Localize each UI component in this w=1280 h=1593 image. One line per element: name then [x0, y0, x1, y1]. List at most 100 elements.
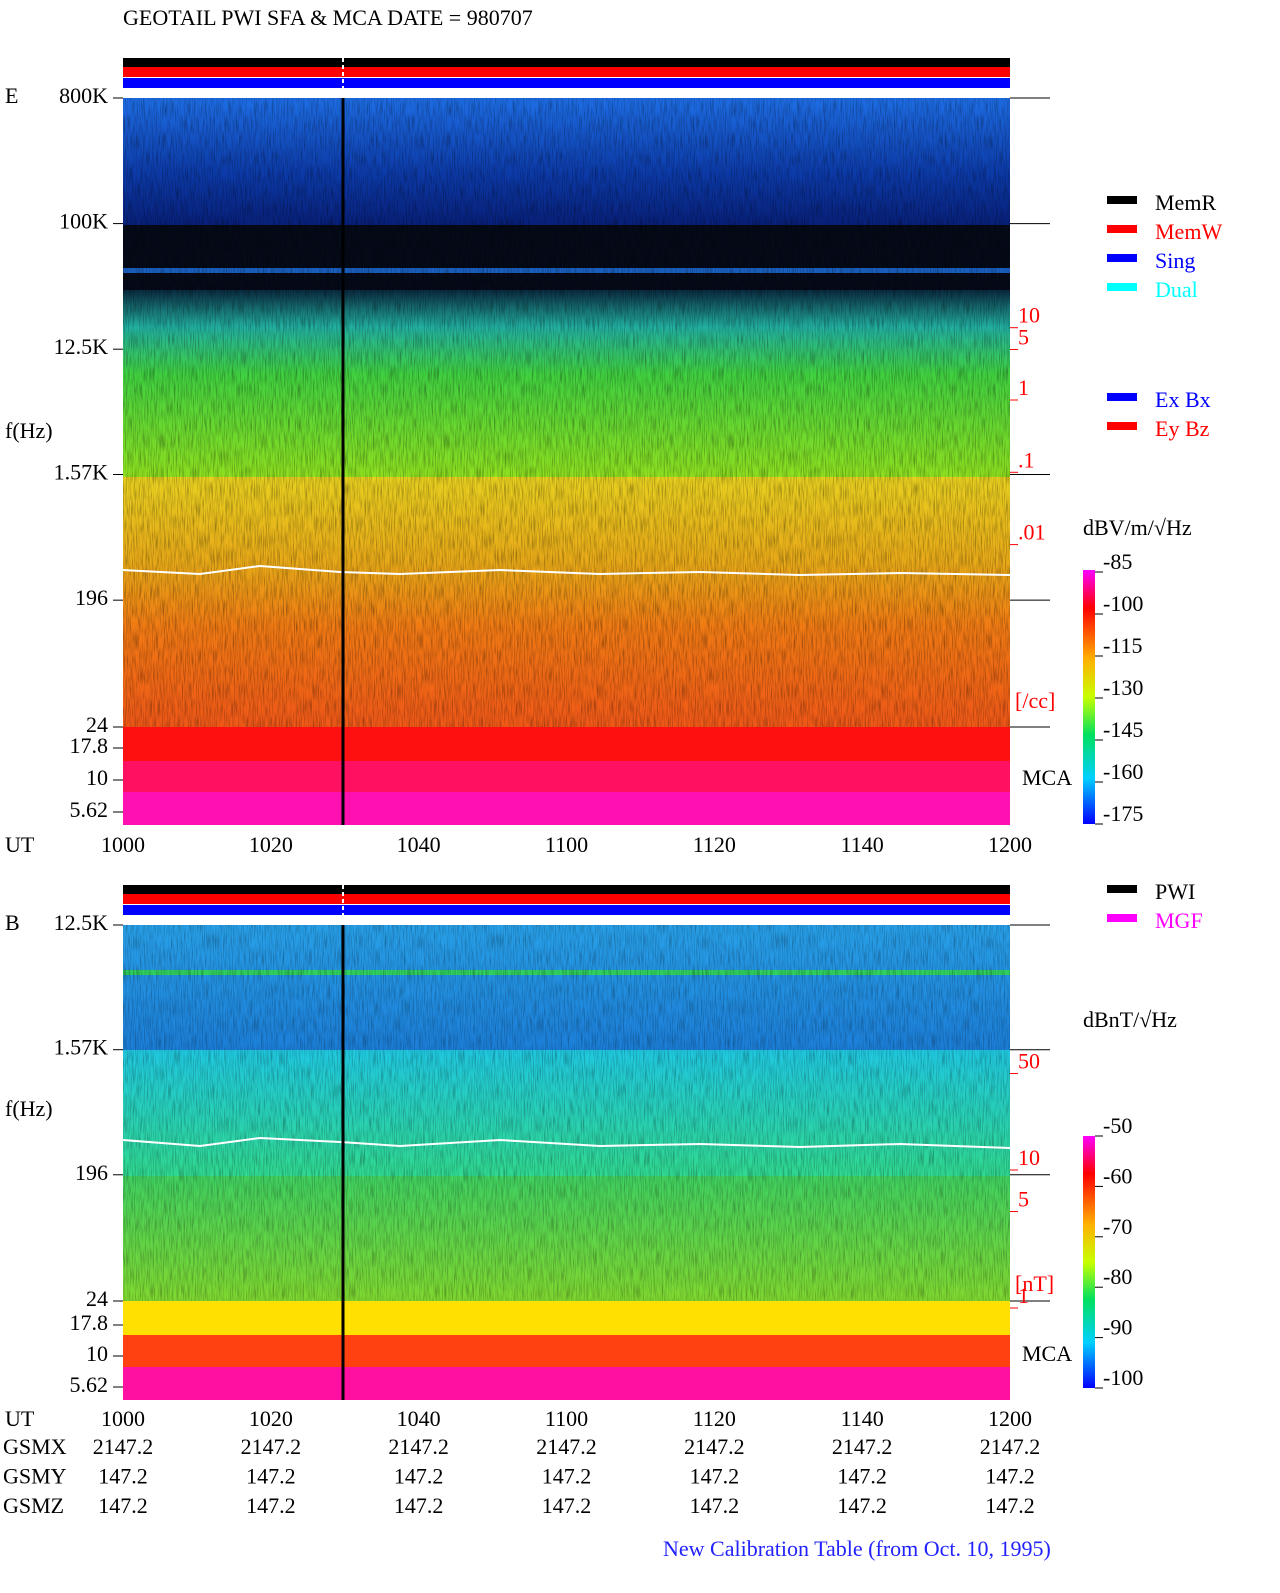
mca-label: MCA	[1022, 765, 1072, 790]
density-tick-label: 50	[1018, 1049, 1040, 1074]
orbit-value: 147.2	[985, 1464, 1035, 1489]
y-tick-label: 100K	[59, 209, 108, 234]
x-tick-label: 1000	[101, 832, 145, 857]
colorbar-tick-label: -85	[1103, 549, 1132, 574]
orbit-value: 2147.2	[832, 1434, 893, 1459]
status-bars	[123, 58, 1010, 88]
orbit-value: 147.2	[837, 1493, 887, 1518]
x-tick-label: 1100	[545, 1406, 588, 1431]
density-tick-label: .1	[1018, 447, 1035, 472]
legend-label: Ex Bx	[1155, 387, 1211, 412]
spectrogram	[122, 925, 1011, 1400]
y-tick-label: 24	[86, 1286, 108, 1311]
orbit-value: 147.2	[985, 1493, 1035, 1518]
legend-swatch	[1107, 196, 1137, 204]
density-tick-label: 10	[1018, 1145, 1040, 1170]
spectrogram	[122, 98, 1011, 825]
density-tick-label: 1	[1018, 375, 1029, 400]
y-tick-label: 10	[86, 1341, 108, 1366]
orbit-value: 2147.2	[684, 1434, 745, 1459]
y-tick-label: 196	[75, 585, 108, 610]
density-tick-label: 5	[1018, 1187, 1029, 1212]
colorbar-tick-label: -145	[1103, 717, 1143, 742]
y-axis-label: f(Hz)	[5, 1096, 53, 1121]
colorbar-tick-label: -80	[1103, 1264, 1132, 1289]
colorbar-tick-label: -130	[1103, 675, 1143, 700]
orbit-value: 147.2	[837, 1464, 887, 1489]
orbit-value: 2147.2	[241, 1434, 302, 1459]
colorbar-tick-label: -90	[1103, 1315, 1132, 1340]
y-tick-label: 196	[75, 1160, 108, 1185]
density-tick-label: .01	[1018, 520, 1046, 545]
legend-swatch	[1107, 914, 1137, 922]
x-tick-label: 1000	[101, 1406, 145, 1431]
legend-label: MGF	[1155, 908, 1203, 933]
density-unit: [/cc]	[1015, 688, 1055, 713]
y-tick-label: 5.62	[70, 1372, 109, 1397]
colorbar-tick-label: -115	[1103, 633, 1143, 658]
y-tick-label: 17.8	[70, 1310, 109, 1335]
colorbar-tick-label: -70	[1103, 1214, 1132, 1239]
title: GEOTAIL PWI SFA & MCA DATE = 980707	[123, 5, 533, 30]
orbit-value: 147.2	[542, 1493, 592, 1518]
legend-label: MemW	[1155, 219, 1222, 244]
y-tick-label: 10	[86, 765, 108, 790]
orbit-value: 147.2	[98, 1464, 148, 1489]
colorbar-tick-label: -50	[1103, 1113, 1132, 1138]
legend-label: Dual	[1155, 277, 1198, 302]
status-bars	[123, 885, 1010, 915]
x-tick-label: 1120	[693, 1406, 736, 1431]
orbit-value: 2147.2	[536, 1434, 597, 1459]
colorbar-tick-label: -60	[1103, 1163, 1132, 1188]
y-tick-label: 12.5K	[54, 334, 109, 359]
x-tick-label: 1120	[693, 832, 736, 857]
x-tick-label: 1020	[249, 1406, 293, 1431]
orbit-value: 2147.2	[93, 1434, 154, 1459]
orbit-value: 147.2	[690, 1493, 740, 1518]
colorbar-label: dBnT/√Hz	[1083, 1007, 1177, 1032]
x-tick-label: 1020	[249, 832, 293, 857]
x-tick-label: 1040	[397, 832, 441, 857]
legend-swatch	[1107, 225, 1137, 233]
orbit-label: GSMZ	[3, 1493, 64, 1518]
density-unit: [nT]	[1015, 1271, 1054, 1296]
legend-swatch	[1107, 393, 1137, 401]
y-tick-label: 1.57K	[54, 1035, 109, 1060]
colorbar-tick-label: -100	[1103, 591, 1143, 616]
footer-note: New Calibration Table (from Oct. 10, 199…	[663, 1536, 1051, 1561]
density-tick-label: 5	[1018, 325, 1029, 350]
legend-swatch	[1107, 283, 1137, 291]
y-tick-label: 1.57K	[54, 460, 109, 485]
orbit-label: GSMY	[3, 1464, 67, 1489]
x-tick-label: 1200	[988, 832, 1032, 857]
y-tick-label: 17.8	[70, 733, 109, 758]
y-tick-label: 12.5K	[54, 910, 109, 935]
colorbar-tick-label: -100	[1103, 1365, 1143, 1390]
legend-swatch	[1107, 422, 1137, 430]
legend-swatch	[1107, 885, 1137, 893]
legend-label: MemR	[1155, 190, 1216, 215]
orbit-label: GSMX	[3, 1434, 67, 1459]
y-tick-label: 5.62	[70, 797, 109, 822]
colorbar	[1083, 1136, 1095, 1388]
x-axis-label: UT	[5, 1406, 35, 1431]
x-axis-label: UT	[5, 832, 35, 857]
colorbar-label: dBV/m/√Hz	[1083, 515, 1192, 540]
legend-label: Ey Bz	[1155, 416, 1210, 441]
orbit-value: 147.2	[98, 1493, 148, 1518]
orbit-value: 147.2	[542, 1464, 592, 1489]
orbit-value: 147.2	[394, 1464, 444, 1489]
y-tick-label: 800K	[59, 83, 108, 108]
orbit-value: 2147.2	[388, 1434, 449, 1459]
colorbar-tick-label: -175	[1103, 801, 1143, 826]
legend-swatch	[1107, 254, 1137, 262]
colorbar-tick-label: -160	[1103, 759, 1143, 784]
legend-label: Sing	[1155, 248, 1195, 273]
orbit-value: 147.2	[246, 1464, 296, 1489]
orbit-value: 147.2	[394, 1493, 444, 1518]
orbit-value: 147.2	[246, 1493, 296, 1518]
density-tick-label: 10	[1018, 303, 1040, 328]
x-tick-label: 1040	[397, 1406, 441, 1431]
legend-label: PWI	[1155, 879, 1195, 904]
